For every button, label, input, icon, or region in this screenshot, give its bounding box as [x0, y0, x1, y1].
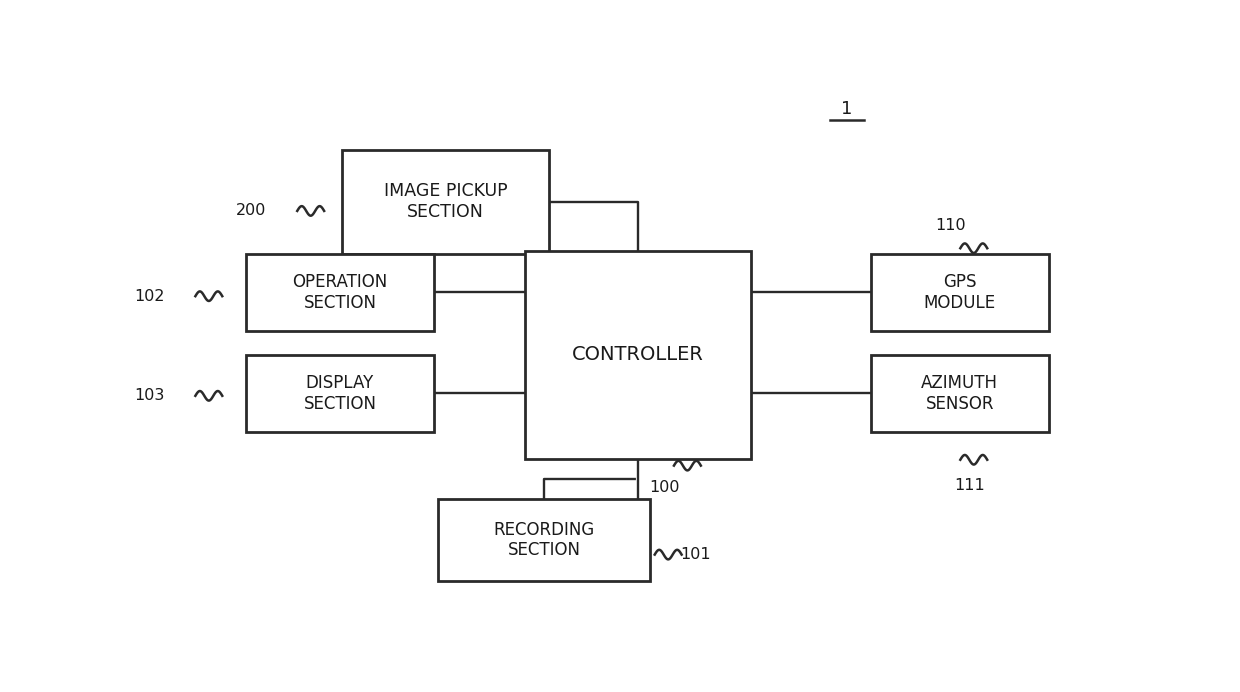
Text: 111: 111 — [955, 478, 986, 493]
Text: 110: 110 — [935, 219, 966, 233]
Text: GPS
MODULE: GPS MODULE — [924, 273, 996, 311]
Bar — [247, 253, 434, 331]
Text: 103: 103 — [134, 388, 165, 403]
Text: 101: 101 — [680, 547, 711, 562]
Bar — [439, 499, 650, 581]
Text: RECORDING
SECTION: RECORDING SECTION — [494, 520, 595, 559]
Text: CONTROLLER: CONTROLLER — [572, 345, 704, 364]
Text: 1: 1 — [841, 100, 853, 118]
Text: AZIMUTH
SENSOR: AZIMUTH SENSOR — [921, 374, 998, 413]
Bar — [870, 253, 1049, 331]
Bar — [525, 251, 750, 459]
Text: DISPLAY
SECTION: DISPLAY SECTION — [304, 374, 377, 413]
Bar — [247, 355, 434, 432]
Text: 100: 100 — [649, 480, 680, 495]
Bar — [870, 355, 1049, 432]
Text: 102: 102 — [134, 289, 165, 304]
Text: OPERATION
SECTION: OPERATION SECTION — [293, 273, 388, 311]
Text: IMAGE PICKUP
SECTION: IMAGE PICKUP SECTION — [384, 182, 507, 221]
Text: 200: 200 — [236, 203, 267, 219]
Bar — [342, 149, 549, 253]
